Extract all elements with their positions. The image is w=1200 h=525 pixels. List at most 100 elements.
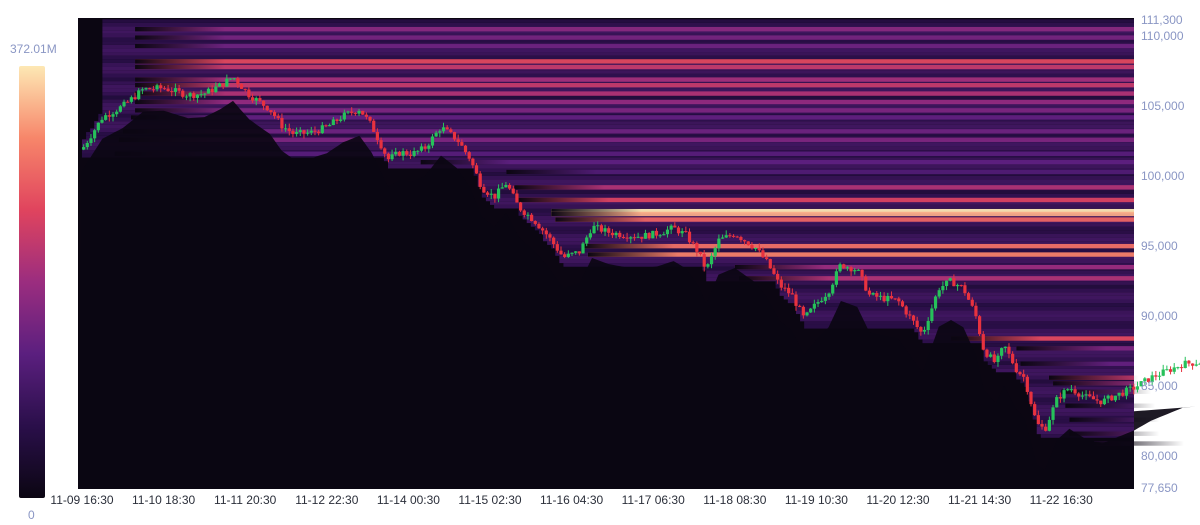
candle-body <box>680 231 684 234</box>
candle-body <box>577 251 581 254</box>
candle-body <box>166 88 170 92</box>
band-fade <box>135 64 226 70</box>
candle-body <box>1095 399 1099 401</box>
candle-body <box>309 130 313 133</box>
candle-body <box>137 90 141 100</box>
liquidity-band <box>918 332 1134 336</box>
candle-body <box>478 173 482 187</box>
candle-body <box>1080 395 1085 397</box>
liquidity-band <box>1040 434 1134 438</box>
candle-body <box>162 88 167 90</box>
liquidity-band <box>555 248 1134 253</box>
candle-body <box>765 257 769 260</box>
candle-body <box>368 116 372 121</box>
candle-body <box>944 280 949 287</box>
band-fade <box>135 82 226 88</box>
liquidity-band <box>518 197 1134 203</box>
candle-body <box>761 250 765 258</box>
candle-body <box>618 232 622 237</box>
liquidity-band <box>1036 426 1134 431</box>
liquidity-band <box>706 270 1134 275</box>
band-fade <box>551 211 642 217</box>
band-fade <box>514 185 605 190</box>
candle-body <box>966 293 971 300</box>
x-tick-label: 11-14 00:30 <box>377 493 440 507</box>
candle-body <box>298 130 302 132</box>
candle-body <box>188 93 192 97</box>
candle-body <box>364 114 368 117</box>
candle-body <box>291 131 295 134</box>
candle-body <box>864 276 868 291</box>
candle-body <box>889 295 894 299</box>
candle-body <box>361 110 365 115</box>
candle-body <box>662 234 666 236</box>
candle-body <box>706 264 710 267</box>
candle-body <box>849 267 853 272</box>
x-tick-label: 11-10 18:30 <box>132 493 195 507</box>
liquidity-band <box>775 284 1134 289</box>
colorbar-max-label: 372.01M <box>10 42 57 56</box>
liquidity-band <box>135 26 1135 32</box>
candle-body <box>878 295 883 297</box>
candle-body <box>239 84 244 89</box>
candle-body <box>823 296 827 301</box>
x-tick-label: 11-19 10:30 <box>785 493 848 507</box>
candle-body <box>908 314 912 316</box>
candle-body <box>104 115 108 120</box>
candle-body <box>698 251 703 255</box>
candle-body <box>676 227 681 234</box>
liquidity-band <box>490 201 1134 205</box>
candle-body <box>401 151 405 156</box>
candle-body <box>856 269 861 271</box>
candle-body <box>1198 363 1200 365</box>
candle-body <box>636 236 640 238</box>
candle-body <box>827 293 831 297</box>
liquidity-band <box>1028 397 1134 402</box>
candle-body <box>669 225 673 230</box>
band-fade <box>734 264 825 270</box>
candle-body <box>225 78 229 87</box>
candle-body <box>306 132 310 134</box>
band-fade <box>1069 431 1160 436</box>
candle-body <box>603 228 607 232</box>
liquidity-band <box>102 81 1134 85</box>
candle-body <box>915 320 919 328</box>
candle-body <box>1073 389 1077 394</box>
liquidity-band <box>82 142 1134 147</box>
candle-body <box>1066 389 1070 391</box>
candle-body <box>1044 426 1048 431</box>
x-tick-label: 11-17 06:30 <box>622 493 685 507</box>
liquidity-band <box>787 299 1134 304</box>
candle-body <box>1113 395 1118 401</box>
candle-body <box>339 119 343 121</box>
candle-body <box>375 131 379 141</box>
liquidity-band <box>102 88 1134 93</box>
candle-body <box>1007 346 1011 354</box>
candle-body <box>691 242 695 244</box>
candle-body <box>1058 397 1062 399</box>
candle-body <box>324 125 328 127</box>
candle-body <box>504 184 508 188</box>
candle-body <box>974 305 978 317</box>
candle-body <box>265 105 269 111</box>
candle-body <box>151 89 155 91</box>
liquidity-band <box>738 276 1134 281</box>
candle-body <box>482 186 486 193</box>
candle-body <box>449 129 453 133</box>
candle-body <box>787 287 791 294</box>
candle-body <box>427 145 431 149</box>
liquidity-band <box>477 183 1134 187</box>
candle-body <box>757 247 761 251</box>
candle-body <box>930 308 934 321</box>
band-fade <box>1020 361 1111 366</box>
x-tick-label: 11-12 22:30 <box>295 493 358 507</box>
liquidity-band <box>1016 372 1134 376</box>
band-fade <box>1061 389 1152 394</box>
candle-body <box>926 320 930 331</box>
candle-body <box>625 237 629 239</box>
candle-body <box>1011 353 1015 364</box>
candle-body <box>170 91 174 93</box>
candle-body <box>952 278 956 287</box>
candle-body <box>221 83 225 87</box>
candle-body <box>302 130 306 134</box>
